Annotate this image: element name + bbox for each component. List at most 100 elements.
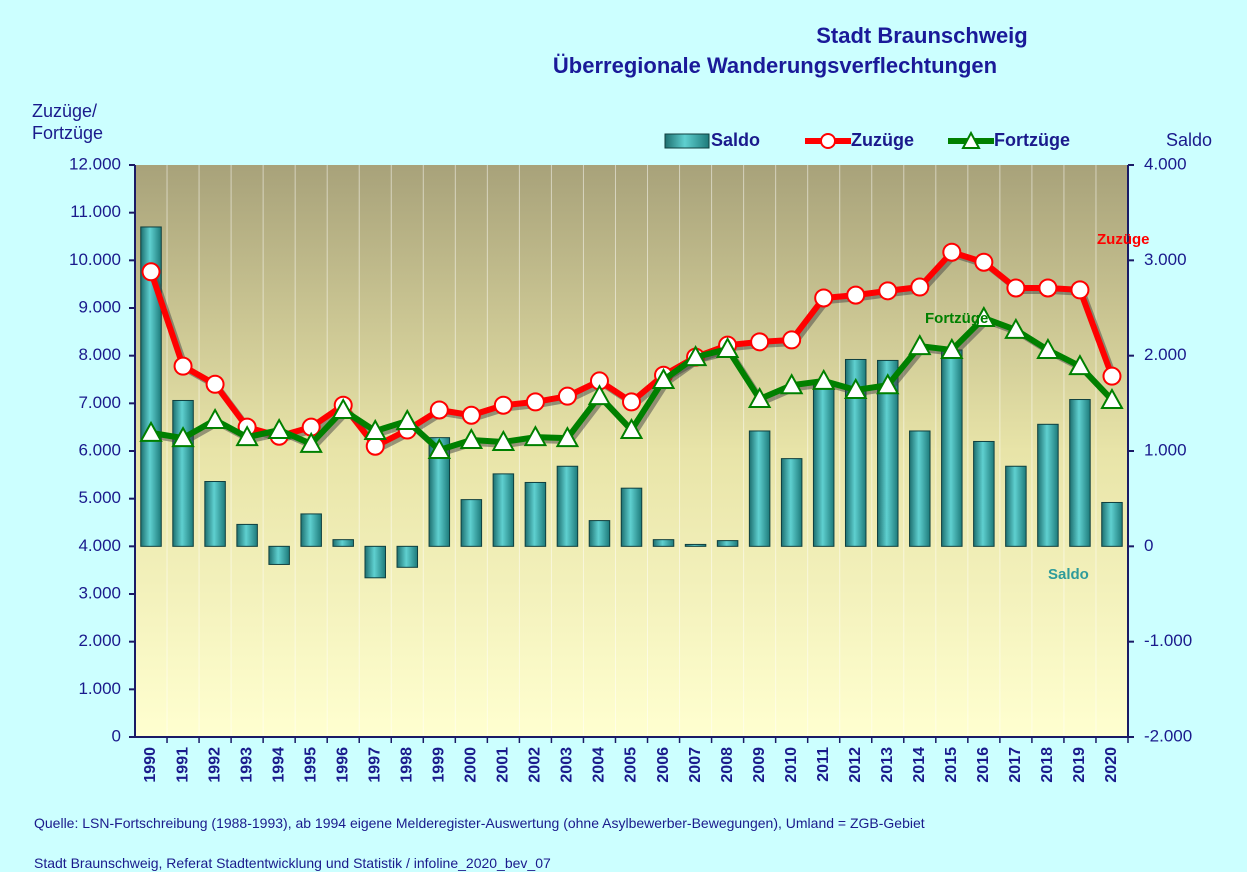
bar [684,543,707,547]
x-tick-label: 2016 [975,747,992,783]
point [844,377,868,399]
point [139,420,163,442]
bar [492,473,515,547]
bar [1005,465,1027,547]
x-tick-label: 2007 [687,747,704,783]
point [908,334,932,356]
bar [780,458,803,547]
bar [1101,501,1123,547]
point [587,384,612,406]
legend-label: Fortzüge [994,130,1070,150]
bar [332,539,354,547]
x-tick-label: 2002 [527,747,544,783]
point [876,373,900,395]
bar [204,481,226,547]
bar [236,523,258,547]
y-tick-label: 6.000 [78,440,121,459]
point [910,277,930,297]
x-tick-label: 2019 [1071,747,1088,783]
point [1068,354,1092,376]
y2-tick-label: 1.000 [1144,440,1187,459]
x-tick-label: 1997 [366,747,383,783]
point [1100,387,1124,409]
x-tick-label: 2003 [559,747,576,783]
point [171,426,195,448]
y-tick-label: 9.000 [78,297,121,316]
x-tick-label: 2012 [847,747,864,783]
x-tick-label: 2013 [879,747,896,783]
bar [877,359,899,547]
point [523,425,548,447]
chart-subtitle: Überregionale Wanderungsverflechtungen [553,53,997,78]
point [940,337,964,359]
y-tick-label: 0 [112,726,121,745]
point [299,431,323,453]
point [619,417,644,440]
x-tick-label: 1993 [238,747,255,783]
y-axis-label: Zuzüge/ [32,101,97,121]
point [331,397,355,420]
y-tick-label: 7.000 [78,393,121,412]
point [972,305,996,328]
point [782,330,802,350]
bar [396,545,419,568]
x-tick-label: 2004 [591,747,608,783]
point [557,386,577,406]
x-tick-label: 1998 [398,747,415,783]
point [622,392,641,412]
x-tick-label: 1992 [206,747,223,783]
y-tick-label: 2.000 [78,631,121,650]
bar [460,499,483,547]
point [651,367,676,389]
point [1070,280,1090,300]
footer-credit: Stadt Braunschweig, Referat Stadtentwick… [34,855,551,871]
legend-marker [961,130,981,149]
point [750,332,770,352]
chart-title: Stadt Braunschweig [816,23,1027,48]
x-tick-label: 2010 [783,747,800,783]
y-tick-label: 4.000 [78,536,121,555]
point [846,285,866,305]
y2-tick-label: 0 [1144,536,1153,555]
point [429,400,449,420]
bar [300,513,322,547]
bar [364,545,386,579]
point [267,417,291,440]
x-tick-label: 2006 [655,747,672,783]
point [525,392,545,412]
point [555,426,580,448]
x-tick-label: 2011 [815,747,832,782]
bar [941,349,963,547]
point [747,386,772,409]
bar [428,437,451,547]
annotation: Saldo [1048,566,1089,583]
bar [524,481,547,547]
legend-swatch [664,133,710,149]
y-axis-label: Fortzüge [32,123,103,143]
point [811,368,836,390]
x-tick-label: 2009 [751,747,768,783]
bar [812,382,835,547]
point [141,262,161,282]
point [395,408,419,430]
y-tick-label: 10.000 [69,250,121,269]
legend-label: Saldo [711,130,760,150]
bar [588,520,611,547]
bar [1069,399,1091,547]
y2-tick-label: 3.000 [1144,250,1187,269]
point [1036,337,1060,359]
x-tick-label: 2005 [623,747,640,783]
x-tick-label: 1995 [302,747,319,783]
footer-source: Quelle: LSN-Fortschreibung (1988-1993), … [34,815,925,831]
x-tick-label: 1994 [270,747,287,783]
point [203,407,227,430]
point [814,288,834,308]
point [461,405,481,425]
y2-tick-label: -1.000 [1144,631,1192,650]
annotation: Zuzüge [1097,231,1150,248]
bar [973,440,995,547]
x-tick-label: 1990 [142,747,159,783]
y-tick-label: 1.000 [78,679,121,698]
bar [172,399,194,547]
